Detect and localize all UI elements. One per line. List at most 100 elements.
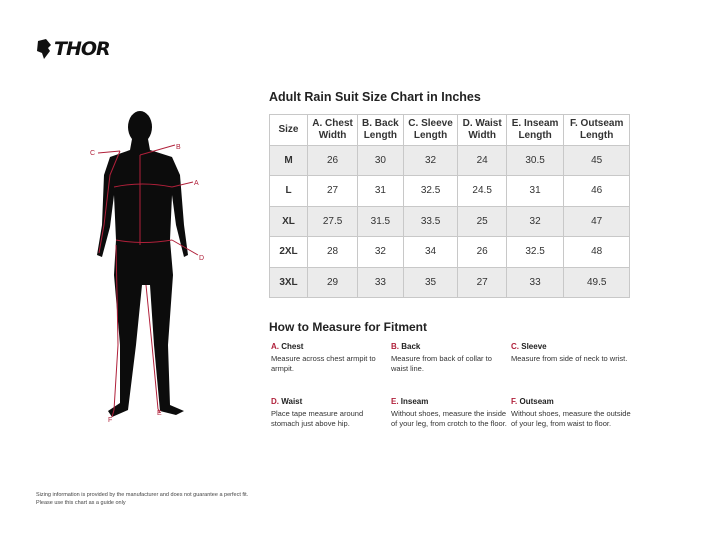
header-row: Size A. Chest Width B. Back Length C. Sleeve L… — [269, 114, 630, 146]
header-text: Length — [580, 129, 614, 141]
howto-item: F. Outseam Without shoes, measure the out… — [511, 397, 631, 429]
value-cell: 35 — [402, 266, 459, 298]
value-cell: 31.5 — [357, 205, 404, 237]
header-text: Length — [413, 129, 448, 141]
sleeve-line — [98, 150, 121, 254]
value-cell: 31 — [505, 175, 565, 207]
howto-letter: E. — [391, 397, 399, 406]
howto-name: Inseam — [400, 397, 429, 406]
value-cell: 48 — [563, 236, 630, 268]
value-cell: 27 — [306, 175, 359, 207]
value-cell: 32 — [357, 236, 404, 268]
header-text: A. Chest — [312, 117, 353, 129]
size-cell: 2XL — [269, 236, 308, 268]
label-d: D — [199, 255, 204, 262]
howto-text: Without shoes, measure the inside of you… — [391, 409, 507, 428]
value-cell: 47 — [563, 205, 630, 237]
disclaimer-line: Please use this chart as a guide only — [36, 500, 126, 506]
label-f: F — [108, 417, 112, 424]
label-e: E — [157, 410, 162, 417]
brand-name: THOR — [54, 38, 111, 60]
column-header: B. Back Length — [357, 114, 404, 146]
value-cell: 33 — [505, 266, 565, 298]
howto-name: Outseam — [519, 397, 554, 406]
value-cell: 27 — [457, 266, 507, 298]
howto-heading: E. Inseam — [391, 397, 511, 406]
howto-item: B. Back Measure from back of collar to wa… — [391, 342, 511, 374]
howto-item: D. Waist Place tape measure around stomac… — [271, 397, 391, 429]
table-row: M 26 30 32 24 30.5 45 — [269, 144, 630, 176]
howto-text: Measure from side of neck to wrist. — [511, 354, 628, 363]
column-header: Size — [269, 114, 308, 146]
howto-letter: A. — [271, 342, 279, 351]
header-text: Width — [318, 129, 347, 141]
thor-logo: THOR — [36, 38, 111, 60]
value-cell: 34 — [402, 236, 459, 268]
body-silhouette — [97, 111, 188, 417]
header-text: D. Waist — [462, 117, 502, 129]
value-cell: 24 — [457, 144, 507, 176]
waist-line — [115, 239, 173, 243]
size-cell: 3XL — [269, 266, 308, 298]
value-cell: 27.5 — [306, 205, 359, 237]
howto-letter: C. — [511, 342, 519, 351]
column-header: E. Inseam Length — [505, 114, 565, 146]
header-text: Length — [518, 129, 552, 141]
howto-item: E. Inseam Without shoes, measure the insi… — [391, 397, 511, 429]
howto-heading: C. Sleeve — [511, 342, 631, 351]
outseam-line — [113, 244, 119, 411]
table-row: XL 27.5 31.5 33.5 25 32 47 — [269, 205, 630, 237]
chest-line — [113, 183, 173, 188]
value-cell: 46 — [563, 175, 630, 207]
value-cell: 33.5 — [402, 205, 459, 237]
value-cell: 29 — [306, 266, 359, 298]
column-header: F. Outseam Length — [563, 114, 630, 146]
header-text: F. Outseam — [570, 117, 624, 129]
howto-letter: F. — [511, 397, 518, 406]
howto-name: Back — [401, 342, 421, 351]
howto-text: Without shoes, measure the outside of yo… — [511, 409, 631, 428]
howto-text: Place tape measure around stomach just a… — [271, 409, 364, 428]
value-cell: 26 — [306, 144, 359, 176]
value-cell: 32.5 — [402, 175, 459, 207]
value-cell: 26 — [457, 236, 507, 268]
table-row: L 27 31 32.5 24.5 31 46 — [269, 175, 630, 207]
header-text: C. Sleeve — [408, 117, 453, 129]
column-header: C. Sleeve Length — [402, 114, 459, 146]
howto-title: How to Measure for Fitment — [269, 320, 428, 334]
label-c: C — [90, 150, 95, 157]
inseam-line — [145, 284, 159, 410]
header-text: Length — [363, 129, 398, 141]
helmet-icon — [37, 39, 51, 59]
disclaimer-line: Sizing information is provided by the ma… — [36, 492, 249, 498]
table-row: 3XL 29 33 35 27 33 49.5 — [269, 266, 630, 298]
value-cell: 31 — [357, 175, 404, 207]
howto-text: Measure from back of collar to waist lin… — [391, 354, 492, 373]
howto-letter: B. — [391, 342, 399, 351]
howto-name: Waist — [281, 397, 303, 406]
howto-name: Sleeve — [521, 342, 547, 351]
howto-heading: A. Chest — [271, 342, 391, 351]
size-cell: L — [269, 175, 308, 207]
column-header: A. Chest Width — [306, 114, 359, 146]
value-cell: 25 — [457, 205, 507, 237]
header-text: E. Inseam — [511, 117, 559, 129]
value-cell: 32 — [505, 205, 565, 237]
howto-item: A. Chest Measure across chest armpit to a… — [271, 342, 391, 374]
label-b: B — [176, 144, 181, 151]
howto-letter: D. — [271, 397, 279, 406]
column-header: D. Waist Width — [457, 114, 507, 146]
table-row: 2XL 28 32 34 26 32.5 48 — [269, 236, 630, 268]
disclaimer: Sizing information is provided by the ma… — [36, 491, 248, 507]
value-cell: 32 — [402, 144, 459, 176]
size-cell: XL — [269, 205, 308, 237]
value-cell: 33 — [357, 266, 404, 298]
howto-text: Measure across chest armpit to armpit. — [271, 354, 376, 373]
howto-heading: F. Outseam — [511, 397, 631, 406]
size-cell: M — [269, 144, 308, 176]
chart-title: Adult Rain Suit Size Chart in Inches — [269, 90, 481, 104]
howto-grid: A. Chest Measure across chest armpit to a… — [271, 342, 631, 429]
howto-heading: D. Waist — [271, 397, 391, 406]
value-cell: 28 — [306, 236, 359, 268]
header-text: B. Back — [362, 117, 399, 129]
